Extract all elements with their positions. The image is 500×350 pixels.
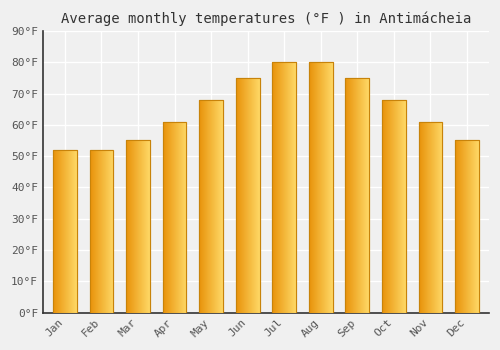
Bar: [53, 150, 77, 313]
Bar: [90, 150, 114, 313]
Bar: [162, 122, 186, 313]
Bar: [455, 140, 479, 313]
Title: Average monthly temperatures (°F ) in Antimácheia: Average monthly temperatures (°F ) in An…: [60, 11, 471, 26]
Bar: [272, 62, 296, 313]
Bar: [382, 100, 406, 313]
Bar: [346, 78, 369, 313]
Bar: [126, 140, 150, 313]
Bar: [309, 62, 332, 313]
Bar: [418, 122, 442, 313]
Bar: [199, 100, 223, 313]
Bar: [236, 78, 260, 313]
